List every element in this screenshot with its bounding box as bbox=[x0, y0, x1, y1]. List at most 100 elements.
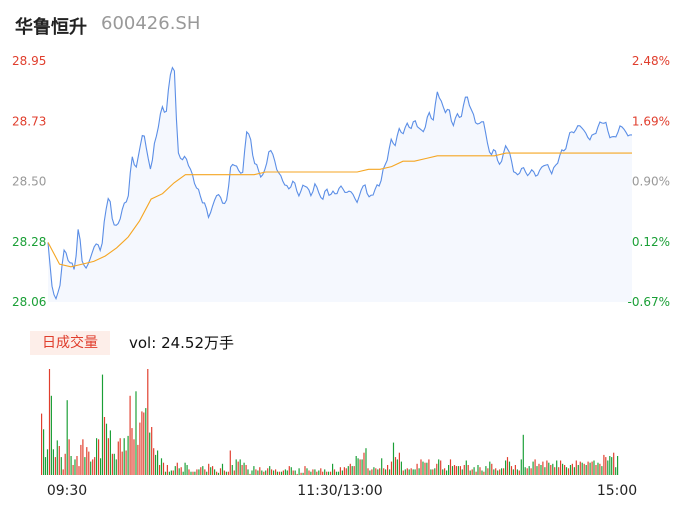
volume-bar bbox=[516, 469, 518, 475]
volume-bar bbox=[613, 452, 615, 475]
volume-bar bbox=[495, 468, 497, 475]
volume-bar bbox=[501, 468, 503, 475]
avg-price-line bbox=[47, 152, 632, 268]
volume-bar bbox=[52, 449, 54, 475]
volume-bar bbox=[282, 470, 284, 475]
volume-bar bbox=[121, 451, 123, 475]
volume-bar bbox=[569, 465, 572, 475]
volume-bar bbox=[94, 457, 96, 475]
volume-bar bbox=[581, 462, 583, 475]
volume-bar bbox=[66, 400, 68, 475]
volume-bar bbox=[503, 468, 505, 475]
volume-bar bbox=[396, 459, 398, 475]
volume-bar bbox=[170, 470, 172, 475]
volume-bar bbox=[184, 462, 186, 475]
volume-bar bbox=[469, 470, 471, 475]
volume-bar bbox=[585, 465, 587, 475]
volume-bar bbox=[247, 469, 249, 475]
volume-bar bbox=[115, 459, 117, 475]
volume-bar bbox=[304, 466, 306, 475]
volume-bar bbox=[253, 466, 255, 475]
volume-bar bbox=[389, 469, 391, 475]
volume-bar bbox=[214, 469, 216, 475]
volume-bar bbox=[467, 465, 469, 475]
volume-bar bbox=[554, 467, 556, 475]
volume-bar bbox=[316, 471, 318, 475]
volume-bar bbox=[497, 470, 499, 475]
volume-bar bbox=[528, 466, 530, 475]
volume-bar bbox=[176, 462, 178, 475]
volume-bar bbox=[381, 458, 383, 475]
pct-tick-label: 0.12% bbox=[632, 235, 670, 249]
volume-bar bbox=[575, 460, 577, 475]
volume-bar bbox=[400, 461, 402, 475]
volume-bar bbox=[90, 461, 92, 475]
volume-bar bbox=[508, 461, 511, 475]
price-tick-label: 28.28 bbox=[12, 235, 46, 249]
volume-bar bbox=[172, 470, 174, 475]
volume-bar bbox=[436, 463, 438, 475]
volume-bar bbox=[265, 470, 267, 475]
volume-bar bbox=[481, 470, 483, 475]
volume-bar bbox=[105, 423, 108, 475]
time-tick-label: 11:30/13:00 bbox=[297, 483, 382, 499]
volume-bar bbox=[332, 463, 334, 475]
volume-bar bbox=[595, 465, 597, 475]
daily-volume-tab[interactable]: 日成交量 bbox=[30, 331, 110, 355]
volume-bar bbox=[314, 469, 316, 475]
volume-bar bbox=[605, 457, 607, 475]
volume-bar bbox=[345, 468, 347, 475]
volume-bar bbox=[359, 459, 361, 475]
volume-bar bbox=[430, 469, 432, 475]
volume-bar bbox=[280, 471, 283, 475]
volume-bar bbox=[219, 468, 222, 475]
volume-bar bbox=[367, 468, 369, 475]
volume-bar bbox=[100, 458, 102, 475]
volume-bar bbox=[558, 467, 560, 475]
volume-bar bbox=[459, 466, 461, 475]
volume-bar bbox=[255, 469, 257, 475]
volume-bar bbox=[544, 467, 546, 475]
volume-bar bbox=[164, 471, 167, 475]
volume-bar bbox=[188, 469, 190, 475]
volume-bar bbox=[414, 469, 416, 475]
volume-bar bbox=[56, 440, 58, 475]
volume-bar bbox=[133, 439, 135, 475]
volume-bar bbox=[438, 459, 440, 475]
volume-bar bbox=[475, 471, 477, 475]
volume-bar bbox=[62, 469, 64, 475]
volume-bar bbox=[560, 460, 562, 475]
volume-bar bbox=[398, 452, 400, 475]
volume-bar bbox=[168, 471, 170, 475]
volume-bar bbox=[241, 465, 243, 475]
volume-bar bbox=[428, 459, 430, 475]
volume-bar bbox=[408, 469, 410, 475]
volume-bar bbox=[143, 412, 145, 475]
volume-bar bbox=[410, 468, 412, 475]
volume-bar bbox=[577, 465, 579, 475]
volume-bar bbox=[357, 458, 359, 475]
volume-bar bbox=[127, 435, 129, 475]
volume-bar bbox=[149, 432, 151, 475]
volume-bar bbox=[196, 469, 198, 475]
vol-label: vol: bbox=[129, 334, 157, 352]
volume-bar bbox=[217, 472, 220, 475]
volume-bar bbox=[571, 463, 573, 475]
volume-bar bbox=[538, 463, 540, 475]
volume-bar bbox=[392, 442, 395, 475]
volume-bar bbox=[243, 462, 245, 475]
stock-name: 华鲁恒升 bbox=[15, 17, 87, 38]
volume-bar bbox=[294, 470, 296, 475]
volume-bar bbox=[534, 459, 536, 475]
pct-tick-label: 0.90% bbox=[632, 175, 670, 189]
volume-bar bbox=[375, 468, 377, 475]
volume-bar bbox=[186, 465, 188, 475]
volume-bar bbox=[493, 469, 495, 475]
volume-bar bbox=[78, 466, 80, 475]
volume-bar bbox=[233, 470, 235, 475]
volume-bar bbox=[212, 466, 214, 475]
volume-bar bbox=[221, 463, 224, 475]
volume-bar bbox=[442, 469, 444, 475]
volume-bar bbox=[361, 459, 363, 475]
volume-bar bbox=[113, 453, 115, 475]
